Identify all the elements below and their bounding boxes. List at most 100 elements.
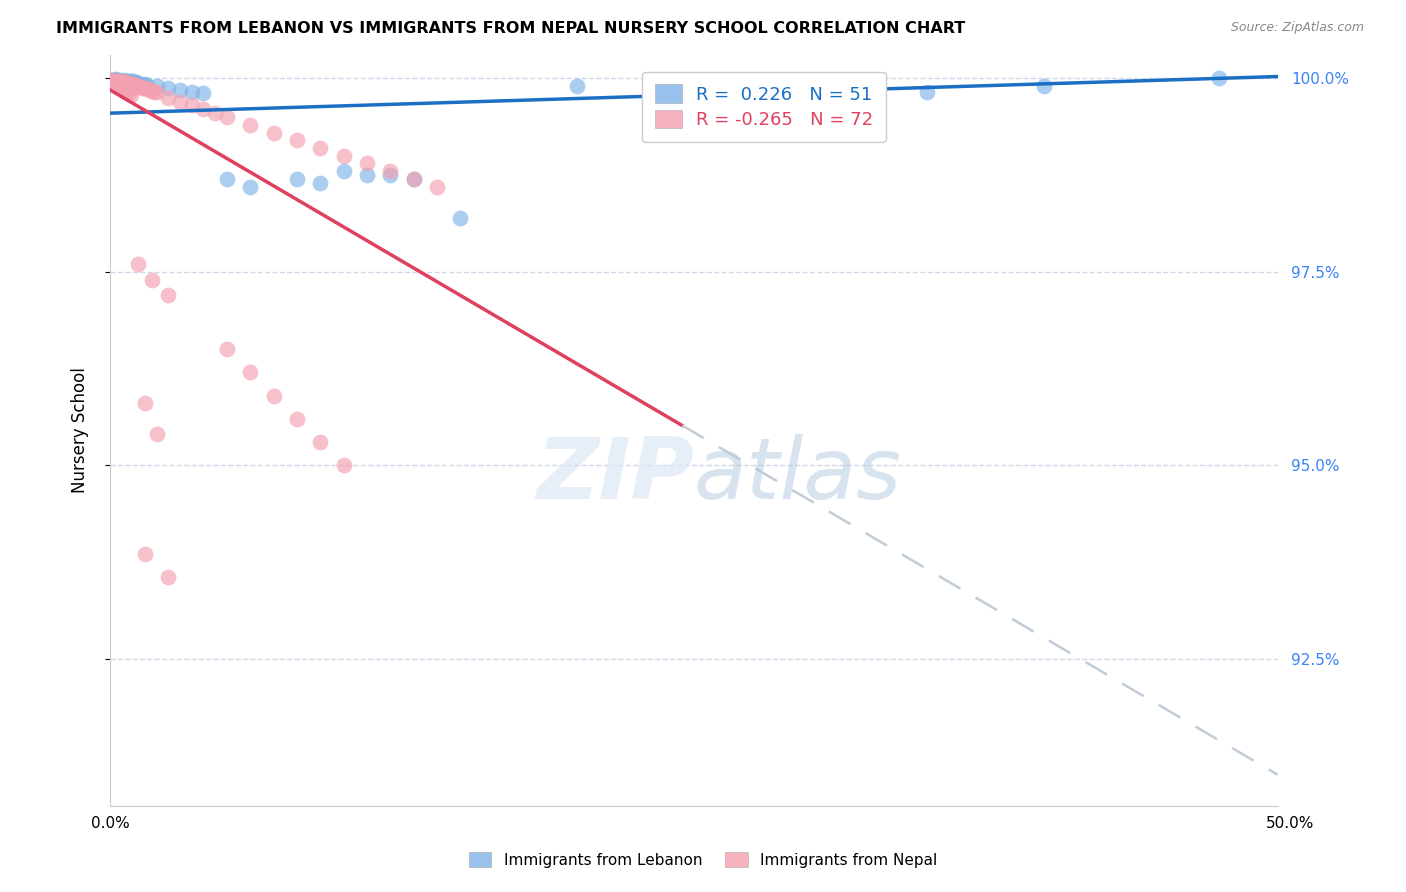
Point bbox=[332, 149, 354, 163]
Point bbox=[263, 388, 285, 402]
Point bbox=[134, 547, 156, 561]
Point bbox=[143, 85, 166, 99]
Point bbox=[146, 79, 169, 94]
Point bbox=[127, 257, 149, 271]
Text: ZIP: ZIP bbox=[536, 434, 693, 517]
Point bbox=[112, 75, 135, 89]
Point bbox=[120, 76, 142, 90]
Point bbox=[105, 73, 128, 87]
Point bbox=[132, 78, 155, 92]
Point bbox=[402, 172, 425, 186]
Point bbox=[108, 73, 131, 87]
Point bbox=[115, 78, 138, 93]
Point bbox=[115, 76, 138, 90]
Point bbox=[309, 176, 332, 190]
Point bbox=[118, 77, 141, 91]
Point bbox=[129, 79, 152, 94]
Point bbox=[118, 79, 141, 94]
Point bbox=[104, 74, 127, 88]
Point bbox=[136, 82, 159, 96]
Point bbox=[115, 73, 138, 87]
Point bbox=[157, 570, 180, 584]
Point bbox=[120, 87, 142, 102]
Point bbox=[239, 118, 262, 132]
Point bbox=[104, 73, 127, 87]
Point bbox=[120, 76, 142, 90]
Point bbox=[108, 75, 131, 89]
Point bbox=[917, 85, 939, 99]
Point bbox=[112, 73, 135, 87]
Point bbox=[141, 272, 163, 286]
Point bbox=[380, 164, 402, 178]
Point bbox=[285, 172, 308, 186]
Point bbox=[134, 81, 156, 95]
Point bbox=[122, 77, 145, 91]
Point bbox=[111, 76, 134, 90]
Y-axis label: Nursery School: Nursery School bbox=[72, 368, 89, 493]
Point bbox=[111, 77, 134, 91]
Point bbox=[332, 458, 354, 473]
Text: IMMIGRANTS FROM LEBANON VS IMMIGRANTS FROM NEPAL NURSERY SCHOOL CORRELATION CHAR: IMMIGRANTS FROM LEBANON VS IMMIGRANTS FR… bbox=[56, 21, 966, 36]
Point bbox=[101, 73, 124, 87]
Point bbox=[125, 78, 148, 93]
Point bbox=[108, 76, 131, 90]
Point bbox=[239, 179, 262, 194]
Legend: R =  0.226   N = 51, R = -0.265   N = 72: R = 0.226 N = 51, R = -0.265 N = 72 bbox=[643, 71, 886, 142]
Point bbox=[169, 83, 191, 97]
Point bbox=[402, 172, 425, 186]
Point bbox=[204, 106, 226, 120]
Point bbox=[263, 126, 285, 140]
Point bbox=[101, 73, 124, 87]
Point bbox=[215, 172, 238, 186]
Point bbox=[111, 73, 134, 87]
Point bbox=[101, 75, 124, 89]
Point bbox=[122, 78, 145, 92]
Point bbox=[426, 179, 449, 194]
Point bbox=[136, 78, 159, 92]
Point bbox=[141, 84, 163, 98]
Point bbox=[157, 288, 180, 302]
Point bbox=[122, 74, 145, 88]
Point bbox=[111, 74, 134, 88]
Point bbox=[115, 76, 138, 90]
Point bbox=[104, 76, 127, 90]
Point bbox=[565, 79, 588, 94]
Point bbox=[129, 77, 152, 91]
Point bbox=[112, 83, 135, 97]
Legend: Immigrants from Lebanon, Immigrants from Nepal: Immigrants from Lebanon, Immigrants from… bbox=[463, 846, 943, 873]
Point bbox=[101, 74, 124, 88]
Point bbox=[134, 396, 156, 410]
Point bbox=[112, 75, 135, 89]
Point bbox=[800, 83, 823, 97]
Point bbox=[111, 81, 134, 95]
Point bbox=[356, 156, 378, 170]
Point bbox=[108, 74, 131, 88]
Point bbox=[285, 133, 308, 147]
Point bbox=[118, 86, 141, 100]
Point bbox=[380, 168, 402, 182]
Text: 0.0%: 0.0% bbox=[91, 816, 131, 830]
Point bbox=[285, 411, 308, 425]
Point bbox=[332, 164, 354, 178]
Point bbox=[215, 342, 238, 356]
Point bbox=[180, 85, 202, 99]
Point bbox=[1033, 79, 1056, 94]
Point bbox=[120, 73, 142, 87]
Point bbox=[682, 80, 704, 95]
Point bbox=[101, 73, 124, 87]
Point bbox=[101, 74, 124, 88]
Point bbox=[125, 75, 148, 89]
Point bbox=[356, 168, 378, 182]
Point bbox=[157, 91, 180, 105]
Point bbox=[105, 78, 128, 93]
Point bbox=[157, 80, 180, 95]
Point bbox=[105, 76, 128, 90]
Text: Source: ZipAtlas.com: Source: ZipAtlas.com bbox=[1230, 21, 1364, 34]
Point bbox=[112, 75, 135, 89]
Point bbox=[146, 85, 169, 99]
Text: atlas: atlas bbox=[693, 434, 901, 517]
Point bbox=[105, 74, 128, 88]
Point bbox=[215, 110, 238, 124]
Point bbox=[139, 83, 162, 97]
Point bbox=[120, 78, 142, 93]
